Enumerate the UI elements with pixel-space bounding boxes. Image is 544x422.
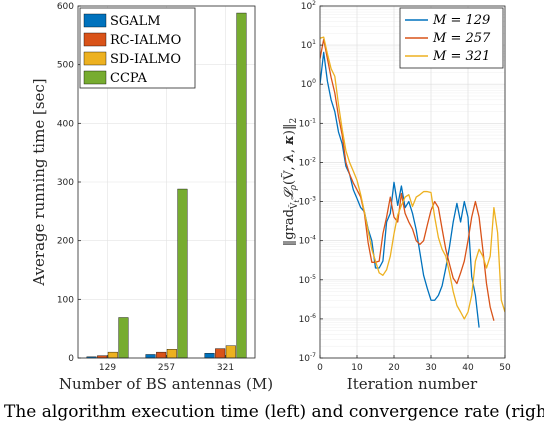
bar-rc-ialmo-321: [215, 348, 226, 359]
series-line-m321: [320, 36, 505, 320]
bar-sgalm-257: [145, 354, 156, 359]
right-x-tick-label: 50: [499, 363, 511, 373]
series-line-m257: [320, 38, 495, 321]
right-series-lines: [320, 36, 505, 328]
legend-swatch-sgalm: [83, 13, 107, 28]
left-x-axis-label: Number of BS antennas (M): [59, 375, 273, 393]
right-legend: M = 129 M = 257 M = 321: [399, 7, 504, 69]
left-y-tick-label: 600: [57, 2, 74, 12]
left-y-tick-label: 0: [68, 354, 74, 364]
left-y-tick-label: 100: [57, 295, 74, 305]
left-ticks: [78, 5, 226, 359]
left-chart: 0 100 200 300 400 500 600 129 257 321 Average ru…: [30, 2, 273, 393]
legend-label-rc-ialmo: RC-IALMO: [110, 33, 181, 48]
right-y-tick-label: 101: [301, 39, 316, 51]
right-y-tick-label: 10-7: [299, 352, 317, 364]
series-line-m129: [320, 51, 480, 328]
bar-ccpa-257: [177, 188, 188, 359]
left-x-tick-label: 129: [99, 363, 116, 373]
left-y-tick-label: 200: [57, 237, 74, 247]
left-y-axis-label: Average running time [sec]: [30, 78, 48, 286]
right-x-tick-labels: 0 10 20 30 40 50: [317, 363, 511, 373]
legend-label-m129: M = 129: [432, 13, 490, 28]
legend-label-m257: M = 257: [432, 31, 491, 46]
bar-sd-ialmo-257: [166, 349, 177, 359]
right-y-axis-label: ‖gradṼt𝓛ρ(Ṽ, λ, κ)‖2: [281, 118, 301, 246]
right-y-tick-label: 10-4: [299, 235, 317, 247]
svg-text:‖gradṼt𝓛ρ(Ṽ, λ, κ)‖2: ‖gradṼt𝓛ρ(Ṽ, λ, κ)‖2: [281, 118, 301, 246]
bar-sd-ialmo-321: [225, 345, 236, 359]
right-y-tick-label: 10-2: [299, 156, 317, 168]
right-x-tick-label: 10: [351, 363, 363, 373]
legend-swatch-sd-ialmo: [83, 51, 107, 66]
left-y-tick-label: 300: [57, 178, 74, 188]
right-x-tick-label: 30: [425, 363, 437, 373]
right-ticks: [319, 5, 506, 359]
right-y-tick-label: 10-5: [299, 274, 317, 286]
legend-swatch-rc-ialmo: [83, 32, 107, 47]
left-x-tick-labels: 129 257 321: [99, 363, 234, 373]
right-y-tick-label: 10-3: [299, 196, 317, 208]
left-x-tick-label: 321: [217, 363, 234, 373]
right-y-tick-label: 102: [301, 0, 316, 12]
figure-caption: The algorithm execution time (left) and …: [4, 402, 544, 422]
right-x-axis-label: Iteration number: [347, 375, 478, 393]
legend-label-sgalm: SGALM: [110, 14, 161, 29]
bar-ccpa-321: [236, 12, 247, 359]
right-x-tick-label: 40: [462, 363, 474, 373]
right-y-tick-label: 10-1: [299, 117, 317, 129]
right-x-tick-label: 0: [317, 363, 323, 373]
legend-swatch-ccpa: [83, 70, 107, 85]
bar-sgalm-321: [204, 353, 215, 359]
left-y-tick-label: 500: [57, 61, 74, 71]
legend-label-ccpa: CCPA: [110, 71, 147, 86]
right-y-tick-label: 10-6: [299, 313, 317, 325]
right-x-tick-label: 20: [388, 363, 400, 373]
left-y-tick-labels: 0 100 200 300 400 500 600: [57, 2, 74, 364]
bar-ccpa-129: [118, 317, 129, 359]
legend-label-sd-ialmo: SD-IALMO: [110, 52, 181, 67]
right-y-tick-label: 100: [301, 78, 316, 90]
bar-sd-ialmo-129: [107, 351, 118, 359]
right-axes-box: [319, 5, 506, 359]
left-y-tick-label: 400: [57, 119, 74, 129]
left-x-tick-label: 257: [158, 363, 175, 373]
right-y-tick-labels: 10-7 10-6 10-5 10-4 10-3 10-2 10-1 100 101 102: [299, 0, 317, 364]
legend-label-m321: M = 321: [432, 49, 490, 64]
left-legend: SGALM RC-IALMO SD-IALMO CCPA: [79, 7, 196, 89]
bar-rc-ialmo-257: [156, 351, 167, 359]
